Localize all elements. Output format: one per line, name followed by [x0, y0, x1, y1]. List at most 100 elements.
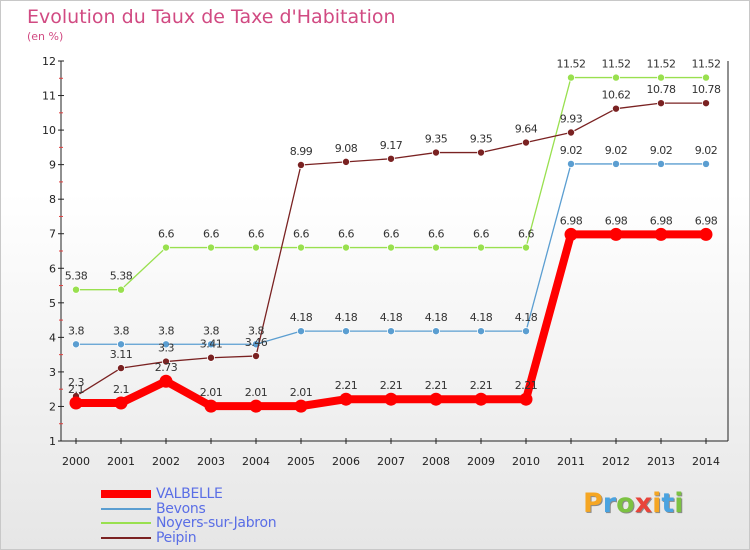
data-point-peipin [567, 128, 576, 137]
y-tick-label: 10 [42, 124, 56, 137]
data-point-valbelle [609, 227, 623, 241]
data-point-valbelle [564, 227, 578, 241]
data-point-noyers-sur-jabron [386, 243, 395, 252]
x-tick-label: 2001 [107, 455, 135, 468]
data-label-peipin: 9.64 [515, 123, 538, 136]
data-point-noyers-sur-jabron [476, 243, 485, 252]
data-label-peipin: 10.78 [692, 83, 721, 96]
data-point-noyers-sur-jabron [341, 243, 350, 252]
data-point-valbelle [204, 399, 218, 413]
data-label-bevons: 4.18 [425, 311, 448, 324]
data-label-bevons: 4.18 [470, 311, 493, 324]
data-label-valbelle: 6.98 [605, 214, 628, 227]
data-point-bevons [341, 327, 350, 336]
data-label-valbelle: 6.98 [560, 214, 583, 227]
data-label-peipin: 3.3 [158, 342, 174, 355]
data-labels: 5.38 5.38 6.6 6.6 6.6 6.6 6.6 6.6 6.6 6.6 6.6 11.52… [65, 58, 722, 400]
y-tick-label: 5 [49, 297, 56, 310]
data-label-noyers-sur-jabron: 6.6 [473, 228, 489, 241]
data-point-noyers-sur-jabron [612, 73, 621, 82]
data-point-bevons [431, 327, 440, 336]
data-label-noyers-sur-jabron: 11.52 [647, 58, 676, 71]
data-label-peipin: 9.08 [335, 142, 358, 155]
data-label-noyers-sur-jabron: 6.6 [248, 228, 264, 241]
data-label-noyers-sur-jabron: 5.38 [110, 270, 133, 283]
y-tick-label: 6 [49, 262, 56, 275]
legend-label-peipin: Peipin [156, 529, 197, 546]
x-tick-label: 2012 [602, 455, 630, 468]
data-point-bevons [476, 327, 485, 336]
data-label-valbelle: 2.21 [515, 379, 538, 392]
chart-subtitle: (en %) [27, 30, 64, 43]
data-point-peipin [341, 157, 350, 166]
legend-swatch-peipin [101, 536, 151, 539]
logo-letter: r [602, 488, 617, 519]
data-label-peipin: 8.99 [290, 145, 313, 158]
data-point-noyers-sur-jabron [567, 73, 576, 82]
y-tick-label: 8 [49, 193, 56, 206]
data-label-valbelle: 2.1 [113, 383, 129, 396]
data-label-bevons: 3.8 [113, 324, 129, 337]
data-point-bevons [702, 159, 711, 168]
data-point-peipin [522, 138, 531, 147]
x-tick-label: 2007 [377, 455, 405, 468]
logo-letter: i [652, 488, 662, 519]
data-label-noyers-sur-jabron: 11.52 [692, 58, 721, 71]
logo-letter: P [583, 488, 603, 519]
data-label-noyers-sur-jabron: 5.38 [65, 270, 88, 283]
data-label-noyers-sur-jabron: 6.6 [203, 228, 219, 241]
data-label-peipin: 10.78 [647, 83, 676, 96]
data-label-peipin: 3.41 [200, 338, 223, 351]
data-label-peipin: 9.93 [560, 113, 583, 126]
data-label-valbelle: 2.21 [380, 379, 403, 392]
data-point-noyers-sur-jabron [161, 243, 170, 252]
data-label-noyers-sur-jabron: 6.6 [338, 228, 354, 241]
data-label-bevons: 4.18 [290, 311, 313, 324]
x-tick-label: 2002 [152, 455, 180, 468]
data-point-noyers-sur-jabron [206, 243, 215, 252]
data-point-valbelle [69, 396, 83, 410]
legend-swatch-valbelle [101, 490, 151, 498]
data-label-bevons: 3.8 [248, 324, 264, 337]
data-label-valbelle: 6.98 [650, 214, 673, 227]
data-label-peipin: 3.46 [245, 336, 268, 349]
data-point-valbelle [654, 227, 668, 241]
x-tick-label: 2003 [197, 455, 225, 468]
data-point-bevons [612, 159, 621, 168]
data-point-bevons [386, 327, 395, 336]
data-label-bevons: 9.02 [695, 144, 718, 157]
data-label-valbelle: 2.73 [155, 361, 178, 374]
data-point-peipin [657, 99, 666, 108]
data-label-peipin: 2.3 [68, 376, 84, 389]
proxiti-logo: Proxiti [583, 488, 684, 519]
data-label-noyers-sur-jabron: 11.52 [557, 58, 586, 71]
legend-label-noyers-sur-jabron: Noyers-sur-Jabron [156, 515, 277, 531]
data-label-peipin: 10.62 [602, 89, 631, 102]
logo-letter: x [634, 488, 653, 519]
data-label-bevons: 4.18 [335, 311, 358, 324]
data-point-valbelle [429, 392, 443, 406]
data-point-valbelle [249, 399, 263, 413]
data-point-peipin [476, 148, 485, 157]
data-label-bevons: 3.8 [203, 324, 219, 337]
data-point-bevons [522, 327, 531, 336]
data-label-valbelle: 2.21 [470, 379, 493, 392]
x-tick-label: 2011 [557, 455, 585, 468]
legend-label-valbelle: VALBELLE [156, 486, 223, 502]
legend-swatch-bevons [101, 507, 151, 510]
data-point-bevons [161, 340, 170, 349]
series-line-noyers-sur-jabron [75, 76, 707, 291]
data-label-bevons: 9.02 [650, 144, 673, 157]
data-label-bevons: 3.8 [158, 324, 174, 337]
data-point-bevons [657, 159, 666, 168]
data-label-noyers-sur-jabron: 6.6 [428, 228, 444, 241]
data-label-valbelle: 2.01 [290, 386, 313, 399]
data-label-bevons: 4.18 [380, 311, 403, 324]
x-tick-label: 2008 [422, 455, 450, 468]
logo-letter: t [661, 488, 675, 519]
data-point-peipin [206, 353, 215, 362]
x-tick-label: 2009 [467, 455, 495, 468]
data-point-peipin [386, 154, 395, 163]
